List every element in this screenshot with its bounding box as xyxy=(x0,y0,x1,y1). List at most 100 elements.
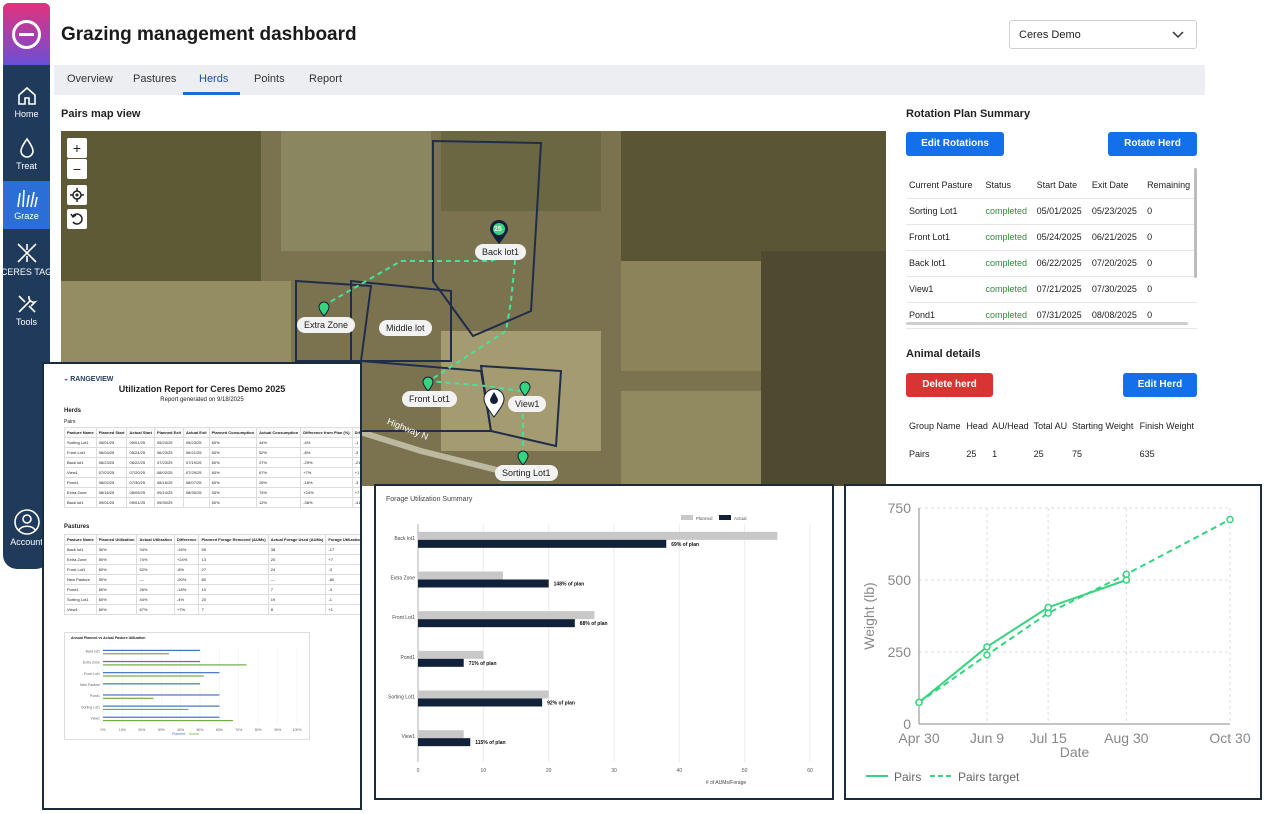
column-header: Finish Weight xyxy=(1139,421,1195,431)
tick-label: 100% xyxy=(293,728,302,732)
table-row[interactable]: Pairs 25 1 25 75 635 xyxy=(906,440,1197,468)
zoom-out-button[interactable]: − xyxy=(67,159,87,179)
app-logo[interactable] xyxy=(3,3,50,65)
cell: Pond1 xyxy=(64,584,97,595)
report-mini-chart: Annual Planned vs Actual Pasture Utiliza… xyxy=(64,632,310,740)
cell: 635 xyxy=(1139,449,1155,459)
sidebar-item-treat[interactable]: Treat xyxy=(3,131,50,179)
sidebar: Home Treat Graze CERES TAG Tools Account xyxy=(1,3,52,569)
data-label: 69% of plan xyxy=(671,542,699,548)
edit-herd-button[interactable]: Edit Herd xyxy=(1123,373,1197,397)
category-label: Back lot1 xyxy=(394,536,415,542)
sidebar-item-ceres-tag[interactable]: CERES TAG xyxy=(1,235,52,283)
water-point-icon[interactable] xyxy=(483,388,505,418)
sidebar-item-tools[interactable]: Tools xyxy=(3,287,50,335)
tick-label: 0 xyxy=(417,768,420,774)
sidebar-item-account[interactable]: Account xyxy=(3,503,50,553)
cell: +1 xyxy=(325,604,360,615)
org-select[interactable]: Ceres Demo xyxy=(1009,20,1197,49)
pasture-label-back-lot[interactable]: Back lot1 xyxy=(475,244,527,260)
cell: 06/23/25 xyxy=(95,457,128,468)
cell: 67% xyxy=(136,604,175,615)
pasture-label-extra-zone[interactable]: Extra Zone xyxy=(297,317,356,333)
legend-actual: Actual xyxy=(734,516,747,521)
column-header: Planned Exit xyxy=(153,427,184,438)
cell: -50% xyxy=(173,574,200,585)
table-header: Pasture Name Planned Start Actual Start … xyxy=(64,427,360,438)
chevron-down-icon xyxy=(1172,31,1184,39)
locate-button[interactable] xyxy=(67,185,87,205)
column-header: Status xyxy=(982,172,1034,199)
legend-actual: Actual xyxy=(189,732,199,736)
table-row[interactable]: View1 completed 07/21/2025 07/30/2025 0 xyxy=(906,276,1197,303)
category-label: Pond1 xyxy=(401,655,416,661)
edit-rotations-button[interactable]: Edit Rotations xyxy=(906,132,1004,156)
zoom-in-button[interactable]: + xyxy=(67,138,87,158)
tab-pastures[interactable]: Pastures xyxy=(133,73,177,85)
tick-label: 90% xyxy=(274,728,281,732)
cell: -17 xyxy=(325,544,360,555)
cell: -3 xyxy=(325,564,360,575)
planned-bar xyxy=(103,672,220,674)
table-header: Group Name Head AU/Head Total AU Startin… xyxy=(906,412,1197,440)
report-herd-table: Pasture Name Planned Start Actual Start … xyxy=(64,427,360,508)
sidebar-item-graze[interactable]: Graze xyxy=(3,181,50,229)
table-row: Back lot1 06/23/25 06/22/25 07/23/25 07/19/2… xyxy=(64,457,360,468)
planned-bar xyxy=(103,649,200,651)
category-label: Front Lot1 xyxy=(392,615,415,621)
legend-planned: Planned xyxy=(172,732,185,736)
actual-bar xyxy=(103,719,233,722)
report-generated: Report generated on 9/18/2025 xyxy=(160,397,244,403)
ceres-tag-icon xyxy=(16,243,37,263)
tab-herds[interactable]: Herds xyxy=(199,73,229,85)
table-row[interactable]: Sorting Lot1 completed 05/01/2025 05/23/… xyxy=(906,198,1197,225)
table-row: Front Lot1 06/04/25 05/24/25 06/23/25 06/21/… xyxy=(64,447,360,458)
cell: +1 xyxy=(351,467,360,478)
report-pastures-heading: Pastures xyxy=(64,524,90,530)
tab-points[interactable]: Points xyxy=(254,73,285,85)
data-point xyxy=(1044,609,1052,617)
x-tick-label: Aug 30 xyxy=(1104,730,1149,746)
cell: +7% xyxy=(300,467,353,478)
delete-herd-button[interactable]: Delete herd xyxy=(906,373,993,397)
cell: 08/16/25 xyxy=(95,487,128,498)
page-title: Grazing management dashboard xyxy=(61,24,357,45)
cell: 08/16/25 xyxy=(153,477,184,488)
cell: Sorting Lot1 xyxy=(64,437,97,448)
utilization-report-panel: ◒ RANGEVIEW Utilization Report for Ceres… xyxy=(42,362,362,810)
tab-report[interactable]: Report xyxy=(309,73,343,85)
pasture-label-front-lot[interactable]: Front Lot1 xyxy=(402,391,458,407)
actual-bar xyxy=(103,675,204,677)
rotate-map-button[interactable] xyxy=(67,209,87,229)
x-axis-label: Date xyxy=(1060,744,1090,760)
pasture-label-sorting-lot[interactable]: Sorting Lot1 xyxy=(495,465,558,481)
cell: 06/21/2025 xyxy=(1088,224,1145,251)
table-row: View1 60% 67% +7% 7 8 +1 xyxy=(64,604,360,615)
cell: -4% xyxy=(300,437,353,448)
rotation-scrollbar[interactable] xyxy=(1194,168,1197,278)
tick-label: 30 xyxy=(611,768,617,774)
pasture-label-middle-lot[interactable]: Middle lot xyxy=(379,320,432,336)
sidebar-item-home[interactable]: Home xyxy=(3,79,50,127)
cell: 12% xyxy=(256,497,302,508)
pasture-label-view[interactable]: View1 xyxy=(508,396,547,412)
rotation-h-scrollbar[interactable] xyxy=(906,322,1188,325)
cell: View1 xyxy=(64,467,97,478)
cell: +7 xyxy=(325,554,360,565)
herd-pin-icon[interactable] xyxy=(489,219,509,245)
animal-title: Animal details xyxy=(906,348,981,360)
category-label: Sorting Lot1 xyxy=(388,695,415,701)
table-row: Front Lot1 60% 52% -8% 27 24 -3 xyxy=(64,564,360,575)
x-axis-label: # of AUMs/Forage xyxy=(706,780,747,786)
cell: 07/30/2025 xyxy=(1088,276,1145,303)
column-header: Group Name xyxy=(909,421,961,431)
tab-overview[interactable]: Overview xyxy=(67,73,113,85)
cell: Sorting Lot1 xyxy=(906,198,983,225)
cell: — xyxy=(267,574,327,585)
sidebar-item-label: Tools xyxy=(15,317,37,327)
table-row[interactable]: Back lot1 completed 06/22/2025 07/20/202… xyxy=(906,250,1197,277)
category-label: View1 xyxy=(91,716,101,720)
planned-bar xyxy=(103,705,220,707)
rotate-herd-button[interactable]: Rotate Herd xyxy=(1108,132,1197,156)
table-row[interactable]: Front Lot1 completed 05/24/2025 06/21/20… xyxy=(906,224,1197,251)
